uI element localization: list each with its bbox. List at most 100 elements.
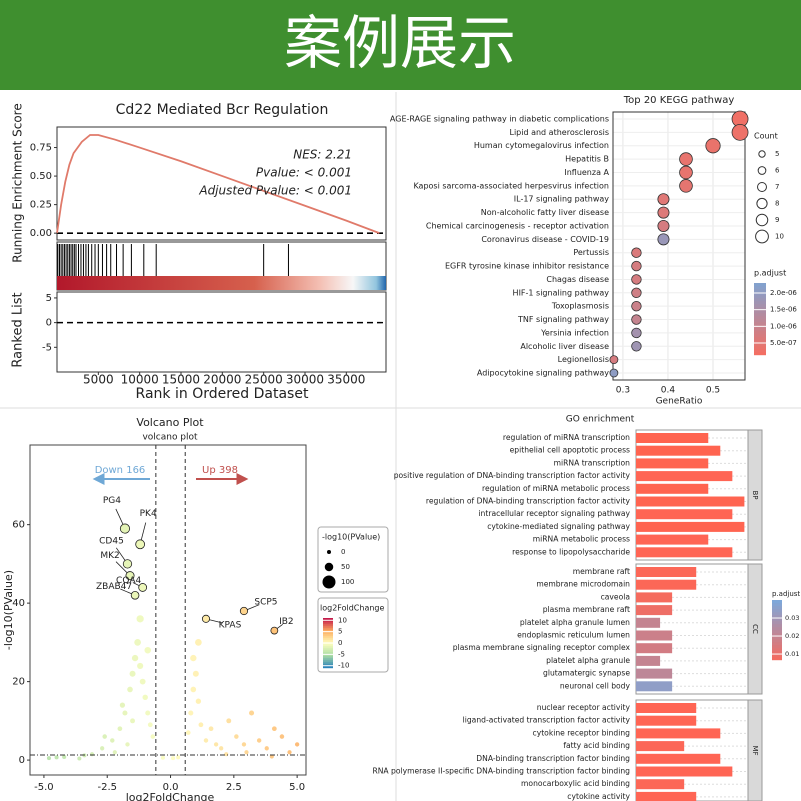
color-legend-title: log2FoldChange [320,604,385,613]
colorbar-cell [323,644,333,647]
point [102,734,107,739]
point [136,615,144,623]
bar [636,445,721,456]
category-label: intracellular receptor signaling pathway [478,509,630,518]
colorbar-cell [323,634,333,637]
colorbar-cell [754,298,766,302]
category-label: Legionellosis [558,355,609,364]
colorbar-cell [754,292,766,296]
x-tick-label: 5000 [83,373,114,387]
point [89,752,95,757]
colorbar-cell [323,618,333,621]
colorbar-cell [754,352,766,356]
category-label: regulation of miRNA metabolic process [482,484,630,493]
y-tick-label: 20 [12,677,25,688]
point [130,718,136,724]
point-label: MK2 [100,551,119,561]
colorbar-cell [772,633,782,637]
colorbar-cell [323,626,333,629]
bar [636,766,733,777]
bar [636,753,721,764]
category-label: Hepatitis B [565,155,609,164]
colorbar-cell [754,316,766,320]
enrichment-curve [56,134,380,234]
colorbar-label: 2.0e-06 [770,289,797,297]
colorbar-cell [754,289,766,293]
point [203,738,209,743]
category-label: epithelial cell apoptotic process [510,446,630,455]
size-legend-label: 7 [775,183,779,191]
bar [636,779,685,790]
colorbar-cell [754,340,766,344]
strip-label: CC [751,624,759,634]
point [62,754,67,759]
point [137,662,144,669]
legend-box [317,526,389,593]
size-legend-dot [756,197,768,210]
point [129,670,136,677]
size-legend-label: 5 [775,150,779,158]
category-label: DNA-binding transcription factor binding [476,754,630,763]
point [213,742,219,747]
point-label: PG4 [103,496,121,506]
point [117,726,123,732]
point-label: SCP5 [254,597,277,607]
x-tick-label: 5.0 [289,782,305,793]
category-label: Yersinia infection [540,328,609,337]
point [264,746,269,751]
point [150,734,156,739]
colorbar-label: 10 [338,616,347,624]
point [198,722,204,728]
colorbar-cell [754,346,766,350]
point [125,742,130,747]
colorbar-cell [754,322,766,326]
colorbar-cell [754,319,766,323]
x-tick-label: 2.5 [226,782,242,793]
point-label: CQA4 [116,576,142,586]
annotation: Adjusted Pvalue: < 0.001 [198,184,352,198]
colorbar-cell [772,630,782,634]
category-label: IL-17 signaling pathway [514,195,609,204]
colorbar-label: 0.03 [785,614,799,622]
x-tick-label: 10000 [121,373,159,387]
category-label: plasma membrane signaling receptor compl… [453,643,631,652]
size-legend-dot [327,550,331,554]
colorbar-label: 5.0e-07 [770,339,797,347]
bar [636,534,709,545]
colorbar-cell [323,632,333,635]
point [112,750,117,755]
rank-gradient [57,276,386,290]
point [195,639,202,646]
colorbar-cell [754,343,766,347]
point [244,750,249,755]
dot [657,193,670,206]
colorbar-cell [772,606,782,610]
colorbar-cell [323,646,333,649]
point [77,756,82,761]
point [54,755,59,760]
dot [631,314,642,325]
category-label: RNA polymerase II-specific DNA-binding t… [372,767,630,776]
header-title: 案例展示 [284,9,516,77]
colorbar-cell [323,656,333,659]
y-tick-label: 0.00 [30,228,52,239]
colorbar-cell [323,658,333,661]
dot [679,179,693,193]
y-tick-label: 0 [19,755,25,766]
bar [636,592,673,603]
strip [747,563,763,695]
panel-frame [56,126,387,241]
colorbar-cell [772,645,782,649]
colorbar-cell [772,621,782,625]
x-axis-label: Rank in Ordered Dataset [136,386,309,402]
category-label: miRNA metabolic process [533,535,630,544]
ranked-axis-label: Ranked List [11,292,26,367]
colorbar-label: 1.0e-06 [770,322,797,330]
chart-title: Top 20 KEGG pathway [623,95,735,106]
category-label: Alcoholic liver disease [520,342,609,351]
category-label: cytokine-mediated signaling pathway [487,522,630,531]
y-axis-label: -log10(PValue) [2,570,15,650]
bar [636,703,697,713]
colorbar-cell [323,666,333,669]
point [271,726,277,732]
